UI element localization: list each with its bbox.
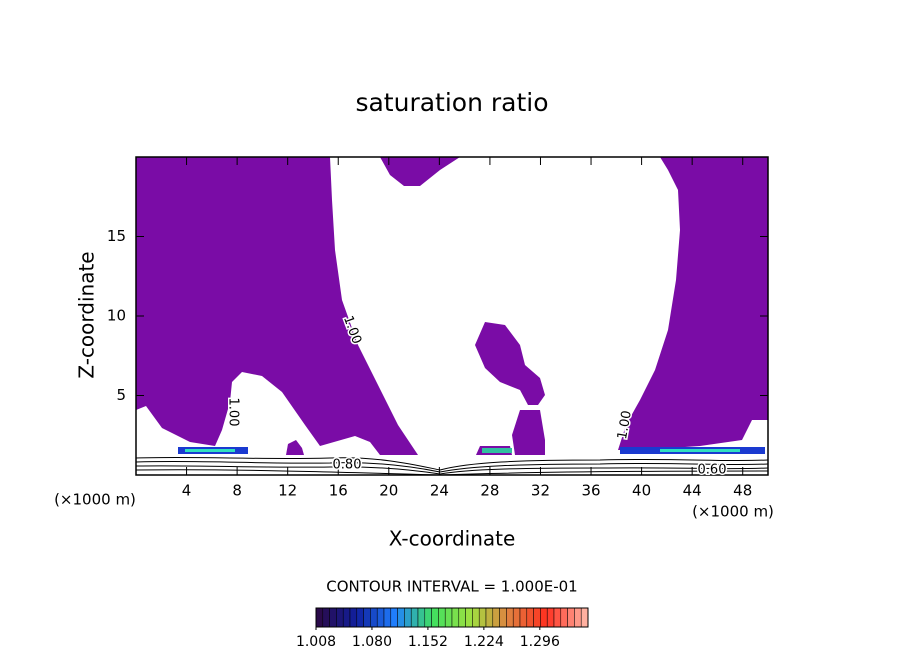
y-axis-label: Z-coordinate: [75, 251, 99, 378]
colorbar-cell: [553, 607, 562, 628]
x-tick-label: 20: [379, 482, 398, 500]
colorbar-cell: [342, 607, 351, 628]
x-tick-label: 4: [182, 482, 192, 500]
colorbar-cell: [492, 607, 500, 628]
colorbar-cell: [478, 607, 487, 628]
colorbar-cell: [499, 607, 507, 628]
colorbar-cell: [410, 607, 419, 628]
y-tick-label: 5: [116, 386, 126, 404]
contour-label: 1.00: [226, 398, 241, 427]
colorbar-tick-label: 1.008: [296, 634, 336, 650]
colorbar-tick-label: 1.296: [520, 634, 560, 650]
y-tick-label: 10: [107, 307, 126, 325]
x-tick-label: 28: [480, 482, 499, 500]
colorbar-cell: [560, 607, 568, 628]
colorbar-cell: [404, 607, 412, 628]
colorbar-cell: [417, 607, 426, 628]
colorbar-tick-label: 1.152: [408, 634, 448, 650]
colorbar-cell: [506, 607, 514, 628]
colorbar-cell: [363, 607, 371, 628]
contour-label: 1.00: [615, 409, 635, 440]
colorbar-cell: [540, 607, 548, 628]
colorbar-frame: [315, 607, 589, 628]
contour-lines: [135, 456, 769, 476]
colorbar-cell: [512, 607, 521, 628]
colorbar-cell: [390, 607, 398, 628]
x-unit-label: (×1000 m): [692, 503, 774, 521]
colorbar-cell: [526, 607, 534, 628]
contour-label: 0.60: [698, 463, 727, 478]
x-tick-label: 32: [531, 482, 550, 500]
colorbar-cell: [533, 607, 541, 628]
x-tick-label: 40: [632, 482, 651, 500]
colorbar-cell: [322, 607, 330, 628]
x-axis-label: X-coordinate: [389, 527, 516, 551]
saturated-regions: [136, 157, 768, 455]
contour-interval: CONTOUR INTERVAL = 1.000E-01: [326, 578, 577, 596]
colorbar-cell: [472, 607, 480, 628]
colorbar-tick-label: 1.080: [352, 634, 392, 650]
colorbar-cell: [574, 607, 582, 628]
colorbar-cell: [397, 607, 405, 628]
x-tick-label: 36: [581, 482, 600, 500]
colorbar-cell: [315, 607, 324, 628]
colorbar-cell: [444, 607, 453, 628]
colorbar-cell: [424, 607, 432, 628]
x-tick-label: 44: [683, 482, 702, 500]
x-tick-label: 12: [278, 482, 297, 500]
x-tick-label: 16: [329, 482, 348, 500]
x-tick-label: 8: [232, 482, 242, 500]
colorbar-cell: [349, 607, 358, 628]
x-unit-label: (×1000 m): [54, 491, 136, 509]
contour-label: 0.80: [333, 458, 362, 473]
x-tick-label: 24: [430, 482, 449, 500]
colorbar-cell: [580, 607, 589, 628]
chart-title: saturation ratio: [355, 88, 548, 117]
colorbar-cell: [376, 607, 385, 628]
colorbar-cell: [458, 607, 466, 628]
x-tick-label: 48: [733, 482, 752, 500]
colorbar-cell: [431, 607, 439, 628]
colorbar-cell: [356, 607, 364, 628]
colorbar-cell: [438, 607, 446, 628]
colorbar-cell: [465, 607, 473, 628]
colorbar-cell: [519, 607, 528, 628]
colorbar-cell: [485, 607, 494, 628]
colorbar-cell: [451, 607, 460, 628]
colorbar-cell: [336, 607, 344, 628]
colorbar-cell: [383, 607, 392, 628]
colorbar-cell: [546, 607, 555, 628]
colorbar-cell: [370, 607, 378, 628]
colorbar-tick-label: 1.224: [464, 634, 504, 650]
y-tick-label: 15: [107, 227, 126, 245]
colorbar-cell: [567, 607, 575, 628]
colorbar-cell: [329, 607, 337, 628]
